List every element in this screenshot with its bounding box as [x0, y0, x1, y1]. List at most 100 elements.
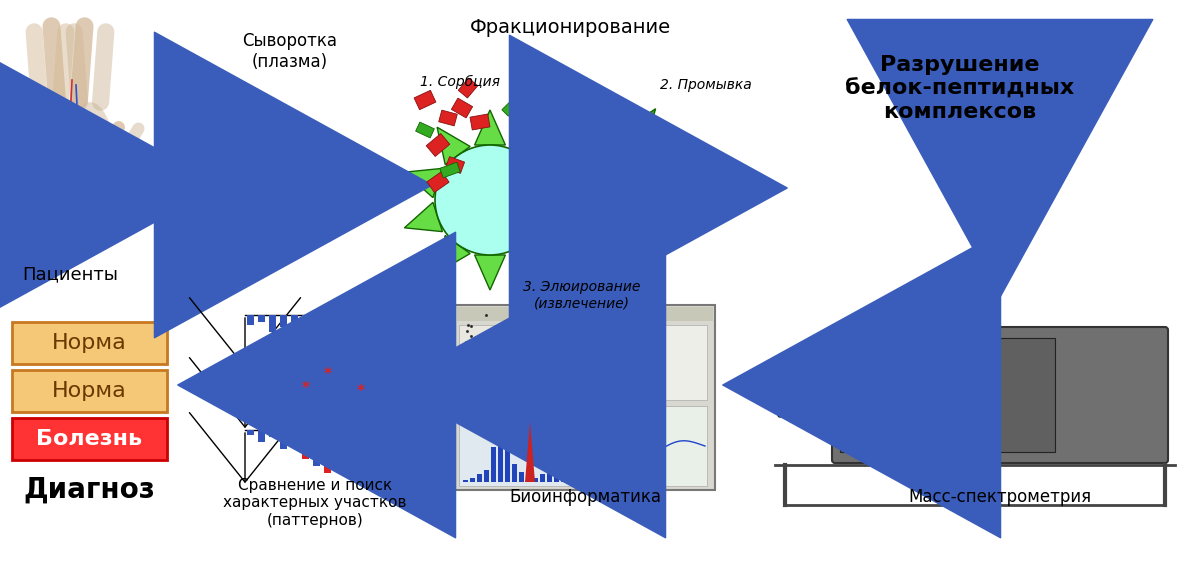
- Point: [461, 321, 480, 330]
- Point: [463, 366, 482, 375]
- Point: [498, 373, 517, 382]
- Polygon shape: [620, 227, 655, 268]
- Bar: [292, 315, 298, 337]
- Ellipse shape: [26, 102, 74, 208]
- Bar: [269, 375, 276, 385]
- Point: [457, 381, 476, 390]
- Bar: [269, 315, 276, 332]
- Circle shape: [540, 130, 656, 246]
- Bar: [258, 375, 265, 390]
- Point: [622, 358, 641, 367]
- Point: [442, 386, 461, 395]
- Point: [482, 364, 502, 373]
- Polygon shape: [404, 168, 443, 198]
- Bar: [463, 480, 468, 482]
- Bar: [840, 338, 1055, 452]
- Point: [470, 362, 490, 371]
- Bar: [553, 154, 575, 170]
- Bar: [324, 430, 331, 473]
- Text: 3. Элюирование
(извлечение): 3. Элюирование (извлечение): [523, 280, 641, 310]
- Polygon shape: [540, 227, 576, 268]
- Bar: [586, 406, 707, 486]
- Polygon shape: [404, 202, 443, 232]
- Text: SELDI Analysis Tool: SELDI Analysis Tool: [548, 310, 622, 319]
- Polygon shape: [475, 255, 505, 290]
- Point: [470, 336, 490, 345]
- Point: [466, 361, 485, 370]
- Bar: [455, 305, 715, 490]
- Bar: [478, 474, 482, 482]
- Text: Диагноз: Диагноз: [24, 476, 155, 504]
- Point: [463, 395, 482, 404]
- Point: [510, 348, 529, 357]
- Bar: [470, 114, 490, 130]
- Bar: [625, 214, 644, 236]
- Text: Норма: Норма: [52, 381, 127, 401]
- Bar: [578, 311, 601, 333]
- Bar: [630, 320, 650, 340]
- Bar: [512, 464, 517, 482]
- Point: [475, 382, 494, 391]
- Point: [455, 350, 474, 359]
- Bar: [292, 430, 298, 444]
- Polygon shape: [437, 236, 470, 273]
- Bar: [324, 375, 331, 420]
- Bar: [238, 164, 251, 190]
- Text: Биоинформатика: Биоинформатика: [509, 488, 661, 506]
- Text: Сыворотка
(плазма): Сыворотка (плазма): [242, 32, 337, 71]
- Point: [601, 333, 620, 343]
- Bar: [335, 315, 342, 358]
- Polygon shape: [649, 192, 691, 220]
- Bar: [520, 472, 524, 482]
- Bar: [458, 406, 580, 486]
- Bar: [368, 430, 374, 444]
- Bar: [562, 323, 582, 337]
- Point: [476, 310, 496, 319]
- Bar: [502, 100, 518, 116]
- Point: [460, 357, 479, 366]
- Bar: [638, 194, 662, 216]
- Polygon shape: [475, 110, 505, 145]
- Polygon shape: [538, 202, 576, 232]
- Bar: [439, 110, 457, 126]
- Bar: [247, 430, 254, 435]
- Bar: [526, 476, 530, 482]
- Point: [450, 360, 469, 369]
- Polygon shape: [538, 168, 576, 198]
- Point: [478, 342, 497, 351]
- Bar: [346, 430, 353, 452]
- Text: Фракционирование: Фракционирование: [469, 18, 671, 37]
- Point: [499, 378, 518, 387]
- Bar: [258, 315, 265, 322]
- Point: [610, 340, 629, 349]
- Point: [470, 363, 490, 372]
- Bar: [280, 375, 287, 402]
- Bar: [632, 147, 658, 163]
- Bar: [379, 315, 386, 337]
- Point: [432, 335, 451, 344]
- Point: [437, 367, 456, 376]
- Text: 1. Сорбция: 1. Сорбция: [420, 75, 500, 89]
- Point: [464, 346, 484, 355]
- Bar: [569, 336, 588, 354]
- Bar: [302, 315, 310, 341]
- Bar: [280, 430, 287, 449]
- Polygon shape: [583, 90, 612, 130]
- Point: [458, 370, 478, 379]
- Bar: [590, 302, 610, 314]
- Text: Разрушение
белок-пептидных
комплексов: Разрушение белок-пептидных комплексов: [845, 55, 1075, 122]
- Point: [448, 366, 467, 375]
- Point: [480, 340, 499, 349]
- Point: [617, 346, 636, 355]
- Point: [452, 344, 472, 353]
- Point: [420, 352, 439, 361]
- Polygon shape: [620, 108, 655, 149]
- Ellipse shape: [43, 100, 94, 210]
- Point: [468, 348, 487, 357]
- Point: [629, 342, 648, 351]
- Circle shape: [65, 201, 115, 250]
- Text: Болезнь: Болезнь: [36, 429, 143, 449]
- Point: [602, 378, 622, 387]
- Polygon shape: [505, 156, 547, 184]
- Bar: [368, 375, 374, 392]
